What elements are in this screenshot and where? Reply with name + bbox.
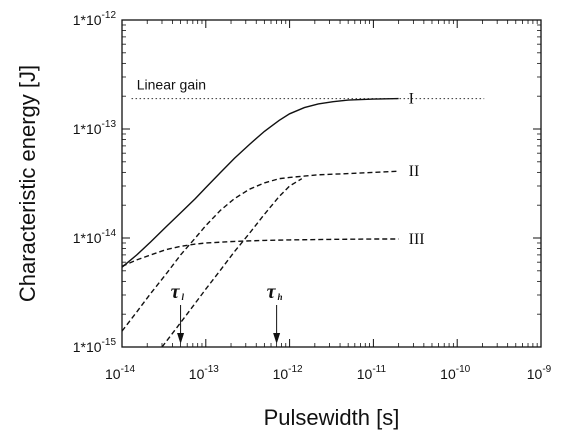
series-line-iii-3: [121, 238, 399, 267]
x-tick-label: 10-14: [105, 364, 135, 382]
x-tick-label: 10-9: [527, 364, 552, 382]
minor-ticks: [122, 20, 541, 347]
y-tick-label: 1*10-14: [73, 228, 117, 246]
y-tick-label: 1*10-13: [73, 119, 117, 137]
y-tick-labels: 1*10-15 1*10-14 1*10-13 1*10-12: [73, 10, 117, 355]
plot-frame: [121, 19, 542, 348]
x-tick-label: 10-11: [357, 364, 387, 382]
tau-h-arrowhead: [273, 333, 281, 344]
x-tick-label: 10-12: [273, 364, 303, 382]
x-tick-label: 10-13: [189, 364, 219, 382]
series-label-ii: II: [409, 163, 420, 180]
x-axis-title: Pulsewidth [s]: [264, 405, 400, 430]
y-tick-label: 1*10-15: [73, 337, 117, 355]
series-line-ii-1: [121, 170, 399, 332]
series-label-i: I: [409, 91, 414, 108]
series-line-i-0: [121, 97, 399, 268]
y-axis-title: Characteristic energy [J]: [15, 65, 40, 302]
tau-l-arrowhead: [177, 333, 185, 344]
series-label-iii: III: [409, 231, 425, 248]
y-tick-label: 1*10-12: [73, 10, 117, 28]
x-tick-labels: 10-14 10-13 10-12 10-11 10-10 10-9: [105, 364, 552, 382]
series-line-ii-2: [161, 178, 303, 348]
x-tick-label: 10-10: [440, 364, 470, 382]
major-ticks: [121, 19, 542, 348]
linear-gain-label: Linear gain: [137, 77, 206, 93]
series-lines: [121, 97, 399, 348]
